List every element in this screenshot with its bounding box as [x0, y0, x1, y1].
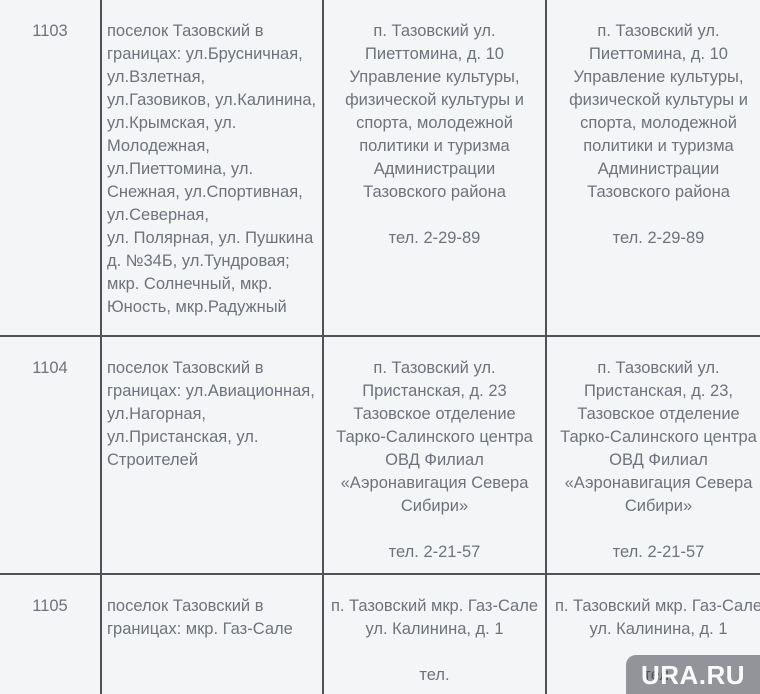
precinct-boundaries-cell: поселок Тазовский в границах: ул.Бруснич…: [100, 0, 322, 335]
polling-place-address-cell: п. Тазовский ул. Пристанская, д. 23, Таз…: [545, 335, 760, 573]
polling-place-address-cell: п. Тазовский ул. Пиеттомина, д. 10 Управ…: [545, 0, 760, 335]
precinct-boundaries-cell: поселок Тазовский в границах: мкр. Газ-С…: [100, 573, 322, 694]
commission-address-cell: п. Тазовский ул. Пристанская, д. 23 Тазо…: [322, 335, 545, 573]
precinct-number-cell: 1103: [32, 22, 68, 40]
precinct-number-cell: 1105: [0, 573, 100, 694]
commission-address-cell: п. Тазовский ул. Пиеттомина, д. 10 Управ…: [322, 0, 545, 335]
ura-ru-watermark-logo: URA.RU: [626, 655, 760, 694]
precinct-boundaries-cell: поселок Тазовский в границах: ул.Авиацио…: [100, 335, 322, 573]
commission-address-cell: п. Тазовский мкр. Газ-Сале ул. Калинина,…: [322, 573, 545, 694]
precinct-number-cell: 1104: [0, 335, 100, 573]
